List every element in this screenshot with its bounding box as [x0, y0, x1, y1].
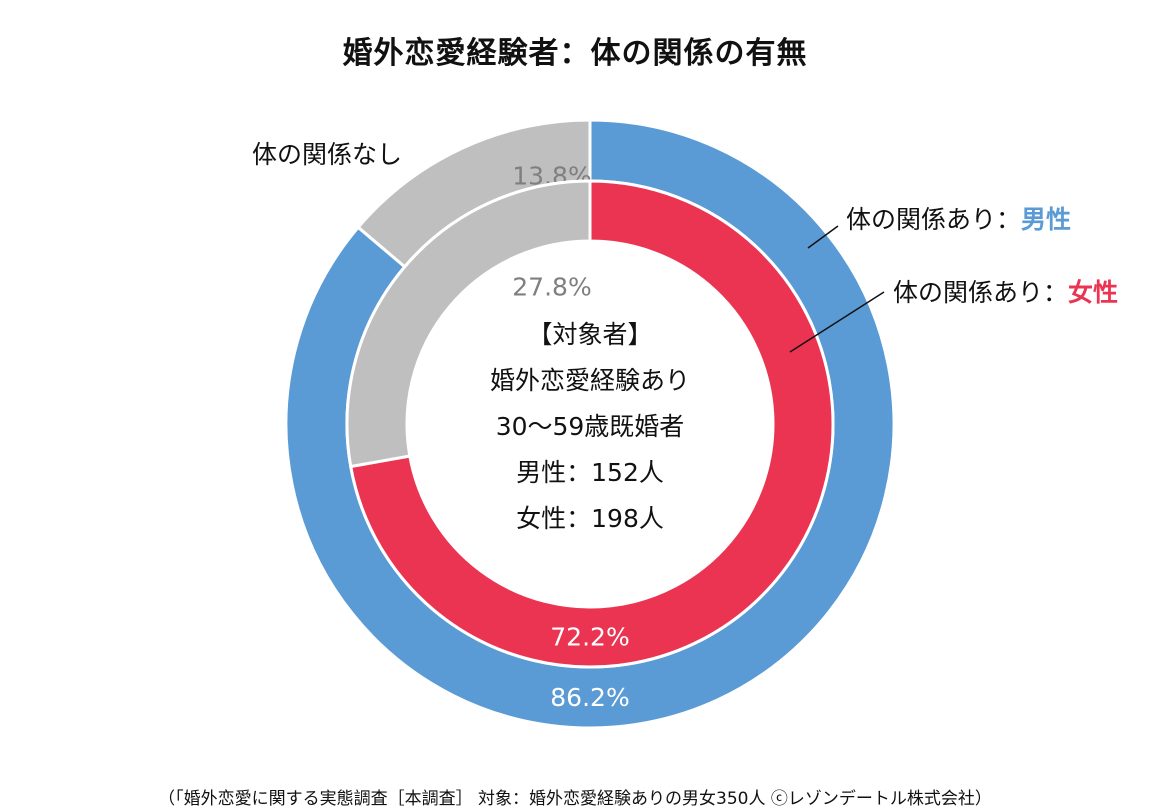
label-relationship-female: 体の関係あり：女性 [893, 273, 1118, 309]
center-line-age: 30～59歳既婚者 [495, 412, 685, 441]
label-relationship-male-prefix: 体の関係あり： [846, 205, 1022, 234]
label-female-text: 女性 [1068, 278, 1119, 307]
center-line-male-count: 男性：152人 [516, 458, 664, 487]
label-no-relationship: 体の関係なし [252, 140, 403, 169]
center-info: 【対象者】 婚外恋愛経験あり 30～59歳既婚者 男性：152人 女性：198人 [440, 312, 740, 542]
value-label-inner-no: 27.8% [512, 273, 591, 302]
label-relationship-male: 体の関係あり：男性 [846, 200, 1071, 236]
leader-line-male [807, 225, 839, 249]
center-line-experience: 婚外恋愛経験あり [489, 366, 690, 395]
center-line-target: 【対象者】 [527, 320, 653, 349]
center-line-female-count: 女性：198人 [516, 504, 664, 533]
value-label-inner-yes: 72.2% [550, 623, 629, 652]
slice-inner-no [345, 179, 592, 469]
label-relationship-female-prefix: 体の関係あり： [893, 278, 1069, 307]
source-footnote: （「婚外恋愛に関する実態調査［本調査］ 対象：婚外恋愛経験ありの男女350人 ⓒ… [158, 789, 992, 809]
label-male-text: 男性 [1021, 205, 1072, 234]
slice-inner-yes [349, 179, 835, 669]
leader-line-female [789, 291, 885, 353]
value-label-outer-yes: 86.2% [550, 683, 629, 712]
chart-title: 婚外恋愛経験者：体の関係の有無 [342, 36, 808, 71]
